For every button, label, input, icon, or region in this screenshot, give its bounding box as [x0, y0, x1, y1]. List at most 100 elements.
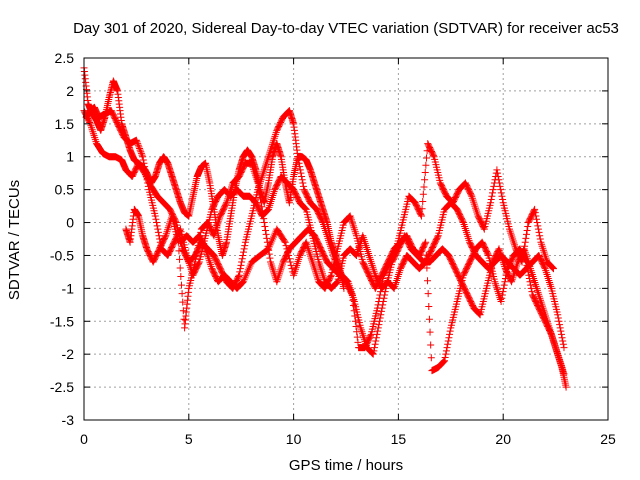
data-point — [139, 152, 146, 159]
data-point — [446, 331, 453, 338]
data-point — [176, 256, 183, 263]
data-point — [445, 334, 452, 341]
data-point — [524, 227, 531, 234]
data-point — [489, 189, 496, 196]
data-point — [152, 216, 159, 223]
data-point — [495, 176, 502, 183]
data-point — [426, 316, 433, 323]
data-point — [556, 321, 563, 328]
data-point — [372, 341, 379, 348]
series-track-4 — [122, 140, 557, 351]
data-point — [239, 252, 246, 259]
data-point — [137, 147, 144, 154]
data-point — [377, 311, 384, 318]
data-point — [423, 155, 430, 162]
x-tick-label: 5 — [185, 431, 193, 447]
data-point — [428, 354, 435, 361]
data-point — [497, 186, 504, 193]
data-point — [178, 282, 185, 289]
data-point — [501, 282, 508, 289]
y-tick-label: 1.5 — [55, 116, 75, 132]
data-point — [445, 338, 452, 345]
data-point — [424, 277, 431, 284]
data-point — [494, 170, 501, 177]
data-point — [138, 150, 145, 157]
data-point — [422, 162, 429, 169]
data-point — [300, 183, 307, 190]
data-point — [499, 196, 506, 203]
data-point — [297, 170, 304, 177]
data-point — [522, 239, 529, 246]
data-point — [241, 242, 248, 249]
data-point — [560, 344, 567, 351]
x-tick-label: 0 — [80, 431, 88, 447]
data-point — [376, 295, 383, 302]
y-tick-label: -0.5 — [50, 247, 74, 263]
data-point — [420, 184, 427, 191]
data-point — [559, 338, 566, 345]
x-tick-label: 25 — [600, 431, 616, 447]
data-point — [493, 166, 500, 173]
data-point — [239, 255, 246, 262]
data-point — [536, 229, 543, 236]
y-tick-label: 2 — [66, 83, 74, 99]
data-point — [177, 273, 184, 280]
data-point — [376, 291, 383, 298]
data-point — [241, 245, 248, 252]
data-point — [425, 303, 432, 310]
data-point — [420, 191, 427, 198]
data-point — [498, 193, 505, 200]
data-point — [524, 223, 531, 230]
data-point — [498, 189, 505, 196]
data-point — [372, 338, 379, 345]
data-point — [500, 285, 507, 292]
data-point — [534, 222, 541, 229]
data-point — [263, 231, 270, 238]
data-point — [266, 255, 273, 262]
data-point — [557, 324, 564, 331]
data-point — [375, 324, 382, 331]
data-point — [180, 316, 187, 323]
y-tick-label: 0.5 — [55, 182, 75, 198]
data-point — [490, 186, 497, 193]
data-point — [137, 148, 144, 155]
x-tick-label: 10 — [286, 431, 302, 447]
data-point — [136, 145, 143, 152]
data-point — [559, 334, 566, 341]
data-point — [535, 226, 542, 233]
data-point — [488, 193, 495, 200]
chart-title: Day 301 of 2020, Sidereal Day-to-day VTE… — [73, 20, 619, 37]
y-tick-label: -3 — [62, 412, 75, 428]
data-point — [422, 169, 429, 176]
data-point — [488, 196, 495, 203]
y-tick-label: -1.5 — [50, 313, 74, 329]
data-points-layer — [81, 64, 570, 390]
data-point — [442, 351, 449, 358]
data-point — [261, 219, 268, 226]
data-point — [299, 180, 306, 187]
data-point — [419, 198, 426, 205]
data-point — [425, 290, 432, 297]
data-point — [443, 347, 450, 354]
data-point — [375, 301, 382, 308]
data-point — [523, 231, 530, 238]
data-point — [353, 323, 360, 330]
data-point — [558, 331, 565, 338]
data-point — [135, 143, 142, 150]
data-point — [154, 222, 161, 229]
y-tick-label: 1 — [66, 149, 74, 165]
series-track-1 — [81, 107, 570, 390]
data-point — [261, 223, 268, 230]
data-point — [236, 268, 243, 275]
x-axis-title: GPS time / hours — [289, 457, 403, 474]
data-point — [536, 232, 543, 239]
data-point — [534, 219, 541, 226]
data-point — [421, 176, 428, 183]
y-tick-label: -2.5 — [50, 379, 74, 395]
y-axis-title: SDTVAR / TECUs — [6, 180, 23, 300]
data-point — [177, 264, 184, 271]
data-point — [496, 180, 503, 187]
data-point — [444, 344, 451, 351]
data-point — [139, 153, 146, 160]
data-point — [238, 259, 245, 266]
